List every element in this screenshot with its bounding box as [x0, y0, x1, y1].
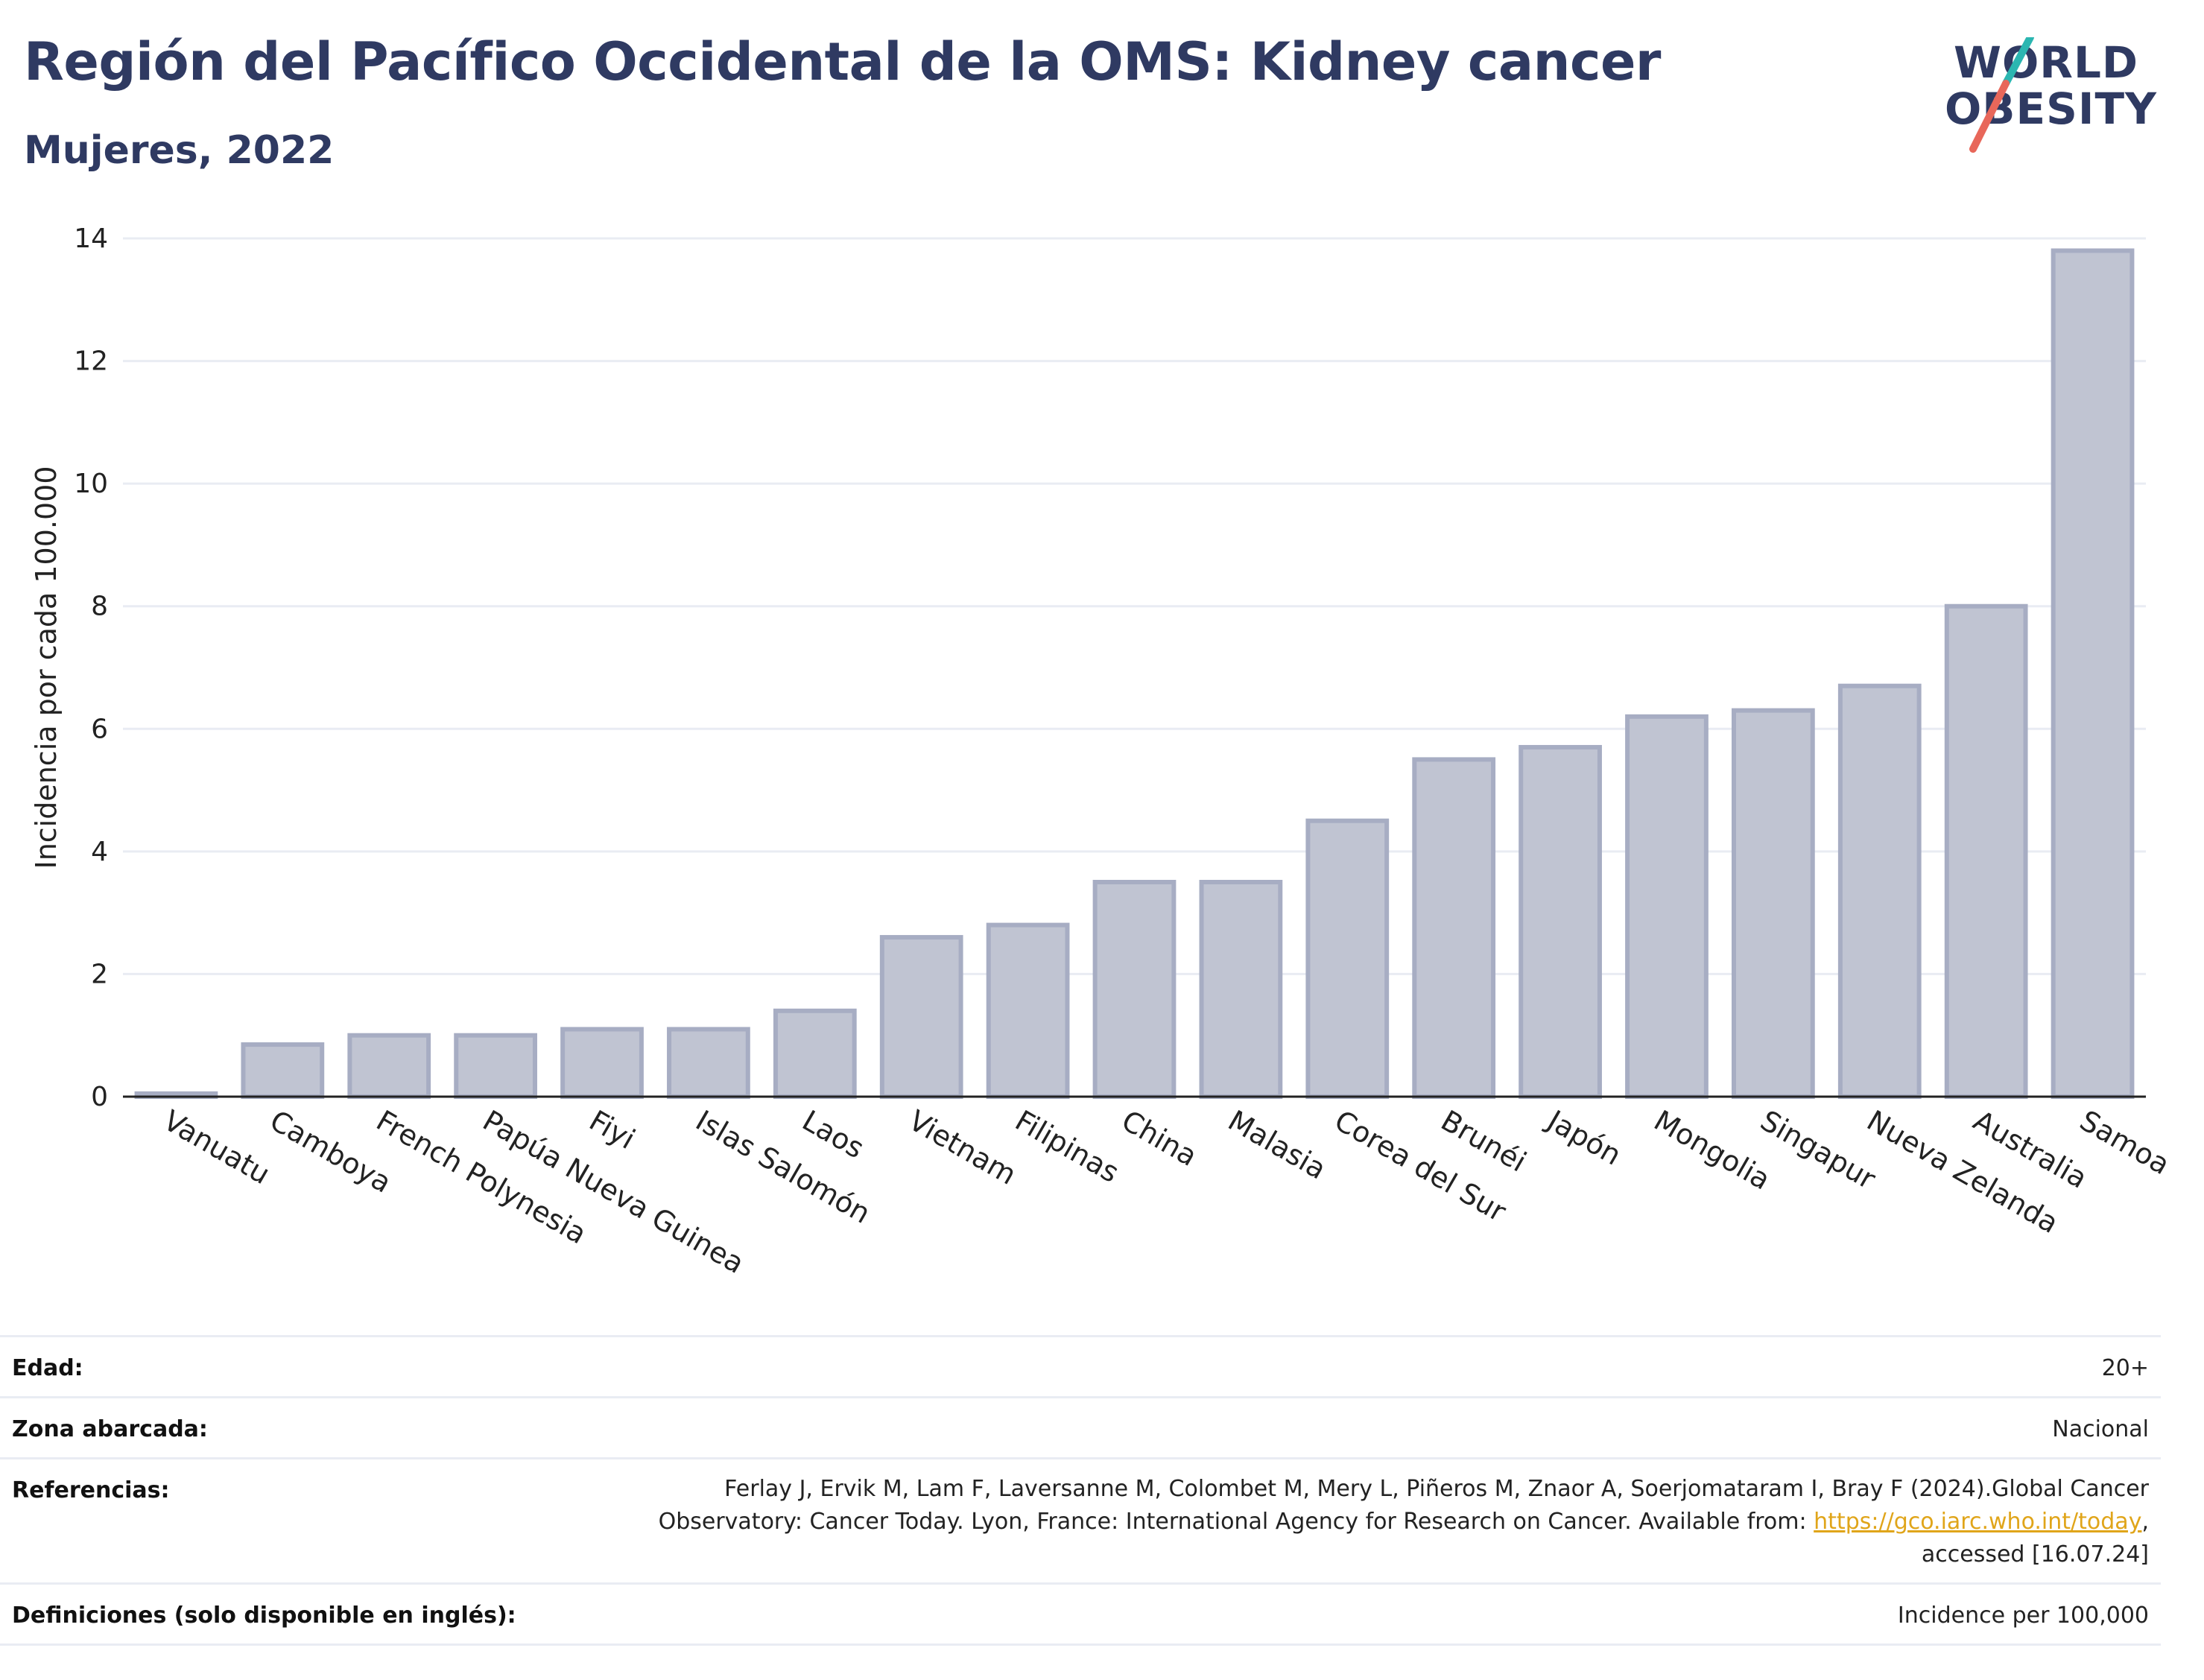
bar-8 [986, 922, 1070, 1099]
bar-13 [1519, 744, 1602, 1099]
x-tick-label: Laos [797, 1104, 870, 1165]
chart-subtitle: Mujeres, 2022 [24, 128, 335, 173]
bar-7 [879, 935, 963, 1099]
y-tick-label: 2 [91, 959, 108, 989]
bar-15 [1731, 708, 1815, 1099]
meta-row-area: Zona abarcada: Nacional [0, 1396, 2161, 1459]
chart-title: Región del Pacífico Occidental de la OMS… [24, 31, 1661, 92]
references-link[interactable]: https://gco.iarc.who.int/today [1814, 1509, 2142, 1535]
bar-9 [1092, 880, 1177, 1099]
area-value: Nacional [2052, 1416, 2149, 1442]
x-tick-label: Mongolia [1648, 1104, 1776, 1196]
bar-11 [1305, 818, 1390, 1099]
meta-bottom-rule [0, 1643, 2161, 1646]
y-tick-label: 12 [74, 346, 108, 377]
logo-text-obesity: OBESITY [1945, 83, 2158, 134]
bar-3 [454, 1033, 538, 1099]
references-text: Ferlay J, Ervik M, Lam F, Laversanne M, … [435, 1473, 2149, 1571]
x-tick-label: Filipinas [1010, 1104, 1124, 1189]
x-tick-label: Japón [1541, 1103, 1627, 1172]
age-label: Edad: [12, 1355, 83, 1381]
definitions-label: Definiciones (solo disponible en inglés)… [12, 1603, 516, 1629]
y-tick-label: 10 [74, 469, 108, 499]
x-tick-label: China [1116, 1104, 1203, 1173]
bar-18 [2051, 248, 2135, 1099]
bar-2 [347, 1033, 431, 1099]
bar-1 [241, 1042, 325, 1099]
bar-17 [1944, 603, 2028, 1099]
x-tick-label: Islas Salomón [690, 1104, 875, 1230]
bar-12 [1412, 757, 1496, 1100]
bar-chart: 0 2 4 6 8 10 12 14 Incidencia por cada 100.000 Va… [30, 224, 2175, 1280]
references-line-2: Observatory: Cancer Today. Lyon, France:… [435, 1506, 2149, 1538]
y-tick-label: 14 [74, 224, 108, 254]
references-line-2-end: , [2141, 1509, 2149, 1535]
definitions-value: Incidence per 100,000 [1897, 1603, 2149, 1629]
meta-row-references: Referencias: Ferlay J, Ervik M, Lam F, L… [0, 1457, 2161, 1585]
x-tick-label: Camboya [265, 1104, 397, 1199]
references-label: Referencias: [12, 1477, 170, 1503]
logo-text-world: WORLD [1954, 37, 2139, 88]
age-value: 20+ [2101, 1355, 2149, 1381]
area-label: Zona abarcada: [12, 1416, 208, 1442]
x-tick-label: Nueva Zelanda [1861, 1104, 2064, 1240]
bar-6 [773, 1008, 857, 1100]
bar-14 [1625, 714, 1709, 1099]
logo-slash-icon [1969, 37, 2034, 153]
bar-16 [1837, 683, 1922, 1099]
x-tick-label: Singapur [1755, 1104, 1881, 1196]
references-line-2-text: Observatory: Cancer Today. Lyon, France:… [658, 1509, 1814, 1535]
meta-row-definitions: Definiciones (solo disponible en inglés)… [0, 1582, 2161, 1646]
x-tick-label: Malasia [1223, 1104, 1331, 1186]
meta-row-age: Edad: 20+ [0, 1335, 2161, 1398]
references-line-1: Ferlay J, Ervik M, Lam F, Laversanne M, … [724, 1476, 2149, 1502]
bar-10 [1199, 880, 1283, 1099]
y-tick-label: 6 [91, 714, 108, 744]
x-tick-label: Vietnam [903, 1104, 1022, 1191]
y-tick-label: 4 [91, 837, 108, 867]
x-tick-label: Vanuatu [158, 1104, 276, 1191]
y-axis-title: Incidencia por cada 100.000 [30, 466, 63, 869]
x-tick-label: Fiyi [584, 1104, 641, 1156]
world-obesity-logo: WORLD OBESITY [1945, 37, 2183, 156]
y-tick-label: 0 [91, 1082, 108, 1112]
bar-5 [667, 1027, 750, 1099]
references-line-3: accessed [16.07.24] [1921, 1541, 2149, 1568]
y-tick-label: 8 [91, 592, 108, 622]
bar-4 [560, 1027, 644, 1099]
